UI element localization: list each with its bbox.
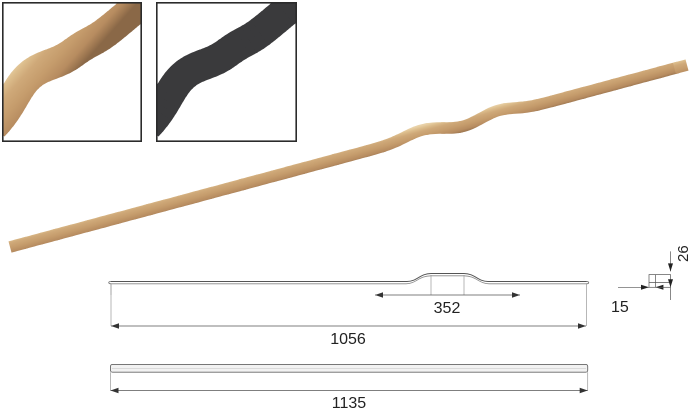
svg-text:1056: 1056: [330, 331, 366, 348]
svg-text:26: 26: [675, 245, 692, 262]
svg-text:352: 352: [434, 300, 461, 317]
svg-text:15: 15: [611, 299, 629, 316]
svg-text:1135: 1135: [332, 395, 367, 410]
